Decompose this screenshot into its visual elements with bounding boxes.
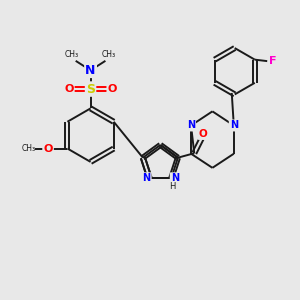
Text: N: N — [187, 121, 195, 130]
Text: O: O — [199, 129, 208, 139]
Text: CH₃: CH₃ — [102, 50, 116, 59]
Text: O: O — [44, 143, 53, 154]
Text: N: N — [142, 173, 151, 183]
Text: N: N — [230, 121, 238, 130]
Text: F: F — [269, 56, 276, 66]
Text: N: N — [85, 64, 96, 77]
Text: H: H — [169, 182, 176, 191]
Text: S: S — [86, 82, 95, 96]
Text: CH₃: CH₃ — [65, 50, 79, 59]
Text: O: O — [64, 84, 74, 94]
Text: N: N — [171, 173, 179, 183]
Text: CH₃: CH₃ — [22, 144, 36, 153]
Text: O: O — [108, 84, 117, 94]
